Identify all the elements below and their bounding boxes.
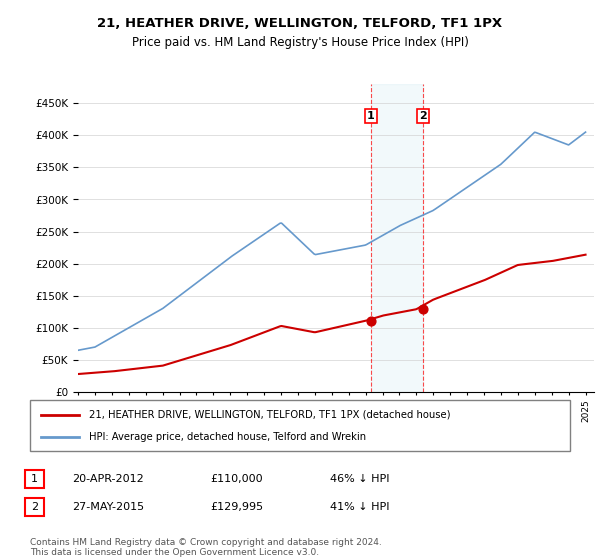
Point — [366, 317, 376, 326]
Text: 2: 2 — [31, 502, 38, 512]
Text: Contains HM Land Registry data © Crown copyright and database right 2024.
This d: Contains HM Land Registry data © Crown c… — [30, 538, 382, 557]
FancyBboxPatch shape — [30, 400, 570, 451]
Bar — [371, 84, 423, 392]
Text: 27-MAY-2015: 27-MAY-2015 — [72, 502, 144, 512]
Text: HPI: Average price, detached house, Telford and Wrekin: HPI: Average price, detached house, Telf… — [89, 432, 367, 442]
FancyBboxPatch shape — [25, 498, 44, 516]
Text: Price paid vs. HM Land Registry's House Price Index (HPI): Price paid vs. HM Land Registry's House … — [131, 36, 469, 49]
Text: 1: 1 — [367, 111, 374, 121]
Text: 20-APR-2012: 20-APR-2012 — [72, 474, 144, 484]
Text: 21, HEATHER DRIVE, WELLINGTON, TELFORD, TF1 1PX (detached house): 21, HEATHER DRIVE, WELLINGTON, TELFORD, … — [89, 409, 451, 419]
Text: £129,995: £129,995 — [210, 502, 263, 512]
Text: 21, HEATHER DRIVE, WELLINGTON, TELFORD, TF1 1PX: 21, HEATHER DRIVE, WELLINGTON, TELFORD, … — [97, 17, 503, 30]
Text: 2: 2 — [419, 111, 427, 121]
FancyBboxPatch shape — [25, 470, 44, 488]
Text: £110,000: £110,000 — [210, 474, 263, 484]
Text: 1: 1 — [31, 474, 38, 484]
Text: 46% ↓ HPI: 46% ↓ HPI — [330, 474, 389, 484]
Point — [418, 304, 428, 313]
Text: 41% ↓ HPI: 41% ↓ HPI — [330, 502, 389, 512]
